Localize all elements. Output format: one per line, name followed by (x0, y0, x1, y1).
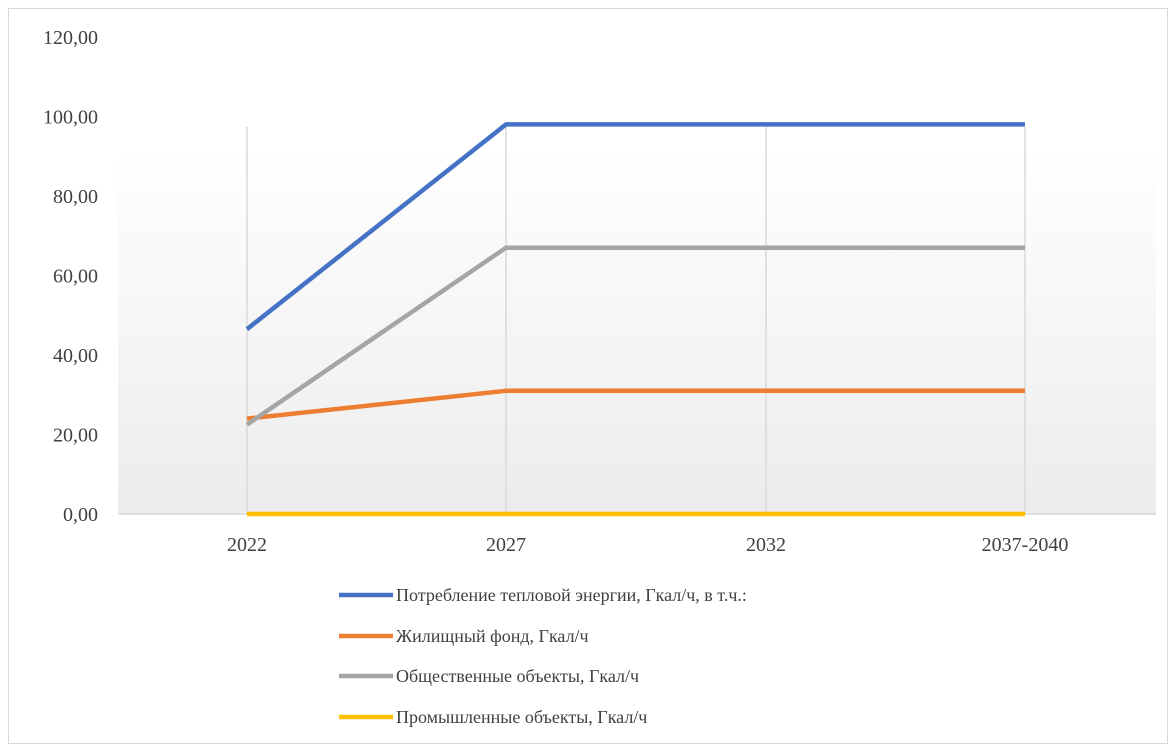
legend-label-0: Потребление тепловой энергии, Гкал/ч, в … (396, 585, 747, 605)
x-tick-label: 2027 (486, 534, 526, 556)
y-tick-label: 0,00 (63, 504, 98, 526)
legend-label-1: Жилищный фонд, Гкал/ч (396, 626, 589, 646)
x-tick-label: 2032 (746, 534, 786, 556)
legend-label-3: Промышленные объекты, Гкал/ч (396, 707, 647, 727)
legend-label-2: Общественные объекты, Гкал/ч (396, 666, 639, 686)
series-line-1 (246, 388, 1025, 421)
y-tick-label: 40,00 (53, 345, 98, 367)
x-tick-label: 2022 (227, 534, 267, 556)
series-line-2 (245, 245, 1025, 427)
series-line-0 (245, 122, 1025, 331)
y-tick-label: 20,00 (53, 425, 98, 447)
y-tick-label: 120,00 (43, 27, 98, 49)
y-tick-label: 80,00 (53, 186, 98, 208)
y-tick-label: 60,00 (53, 266, 98, 288)
x-tick-label: 2037-2040 (982, 534, 1069, 556)
plot-area-background (118, 147, 1156, 514)
y-tick-label: 100,00 (43, 107, 98, 129)
